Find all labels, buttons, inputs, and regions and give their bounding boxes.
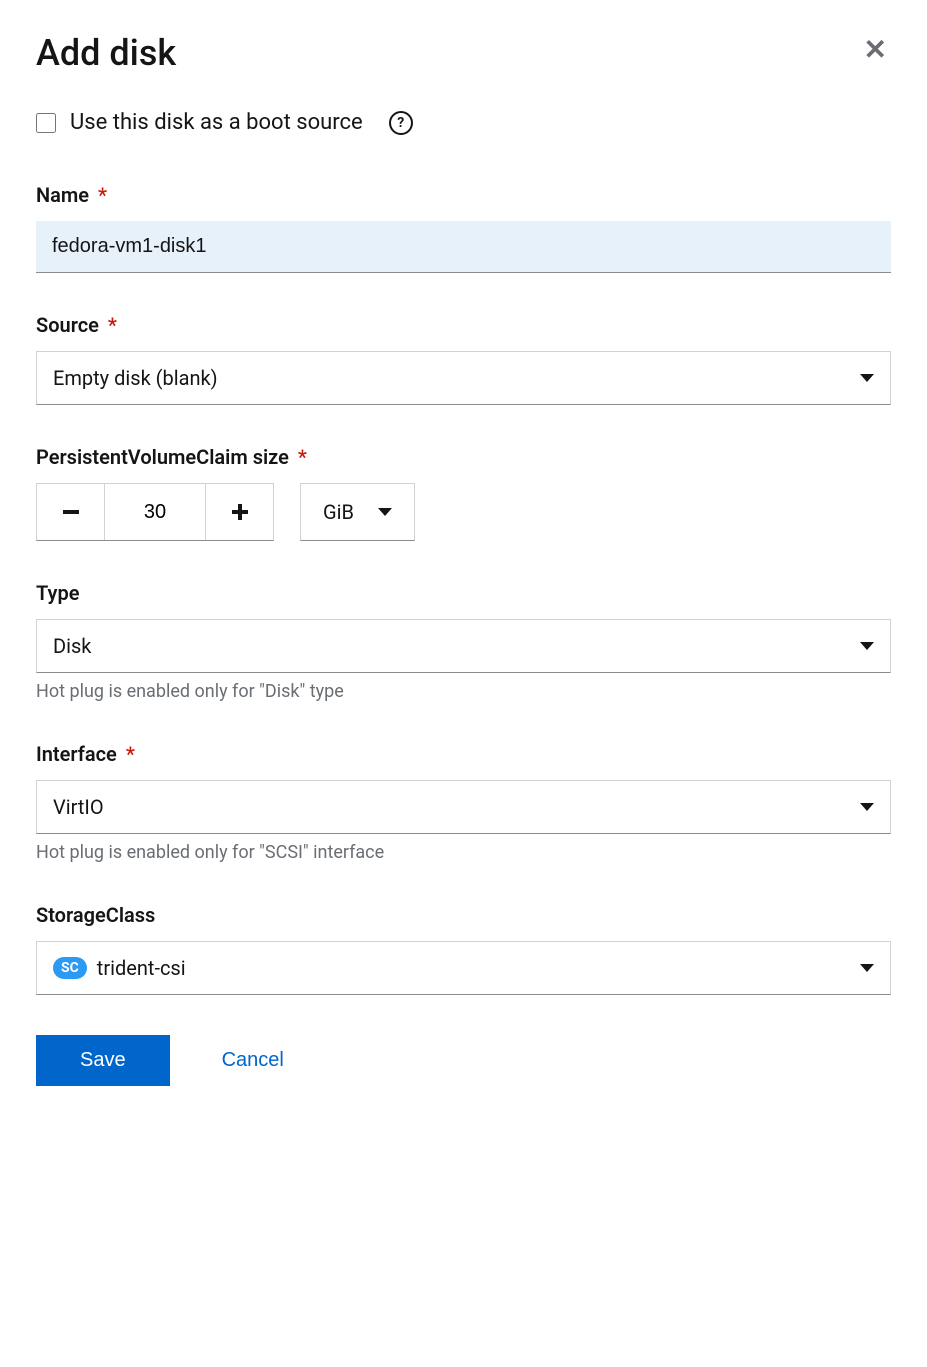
chevron-down-icon: [860, 803, 874, 811]
required-indicator: *: [108, 313, 117, 337]
decrement-button[interactable]: [37, 484, 105, 540]
cancel-button[interactable]: Cancel: [222, 1049, 284, 1072]
storage-class-select[interactable]: SC trident-csi: [36, 941, 891, 995]
required-indicator: *: [98, 183, 107, 207]
boot-source-label[interactable]: Use this disk as a boot source: [70, 110, 363, 135]
size-input[interactable]: [105, 484, 205, 540]
type-select[interactable]: Disk: [36, 619, 891, 673]
source-label-text: Source: [36, 313, 99, 337]
name-input[interactable]: [36, 221, 891, 273]
required-indicator: *: [126, 742, 135, 766]
source-value: Empty disk (blank): [53, 366, 218, 390]
type-label-text: Type: [36, 581, 79, 605]
plus-icon: [232, 504, 248, 520]
storage-class-value: trident-csi: [97, 956, 186, 980]
required-indicator: *: [298, 445, 307, 469]
increment-button[interactable]: [205, 484, 273, 540]
source-select[interactable]: Empty disk (blank): [36, 351, 891, 405]
interface-value: VirtIO: [53, 795, 104, 819]
type-value: Disk: [53, 634, 91, 658]
interface-label-text: Interface: [36, 742, 117, 766]
interface-label: Interface *: [36, 742, 891, 766]
interface-helper-text: Hot plug is enabled only for "SCSI" inte…: [36, 842, 891, 863]
help-icon[interactable]: ?: [389, 111, 413, 135]
modal-title: Add disk: [36, 32, 176, 74]
pvc-size-label-text: PersistentVolumeClaim size: [36, 445, 289, 469]
pvc-size-label: PersistentVolumeClaim size *: [36, 445, 891, 469]
chevron-down-icon: [860, 964, 874, 972]
storage-class-label-text: StorageClass: [36, 903, 155, 927]
size-stepper: [36, 483, 274, 541]
chevron-down-icon: [860, 642, 874, 650]
unit-select[interactable]: GiB: [300, 483, 415, 541]
name-label-text: Name: [36, 183, 89, 207]
type-helper-text: Hot plug is enabled only for "Disk" type: [36, 681, 891, 702]
type-label: Type: [36, 581, 891, 605]
chevron-down-icon: [378, 508, 392, 516]
minus-icon: [63, 510, 79, 514]
interface-select[interactable]: VirtIO: [36, 780, 891, 834]
name-label: Name *: [36, 183, 891, 207]
source-label: Source *: [36, 313, 891, 337]
save-button[interactable]: Save: [36, 1035, 170, 1086]
close-button[interactable]: ✕: [860, 32, 891, 68]
sc-badge-icon: SC: [53, 957, 87, 979]
unit-value: GiB: [323, 500, 354, 524]
storage-class-label: StorageClass: [36, 903, 891, 927]
chevron-down-icon: [860, 374, 874, 382]
boot-source-checkbox[interactable]: [36, 113, 56, 133]
